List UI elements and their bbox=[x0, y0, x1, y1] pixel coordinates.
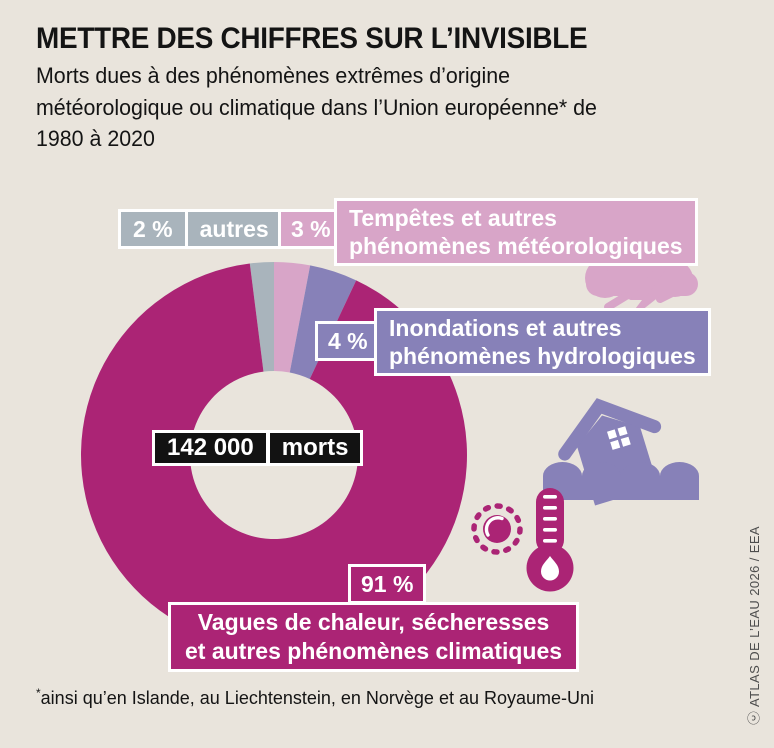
source-credit: ⓒ ATLAS DE L’EAU 2026 / EEA bbox=[745, 526, 764, 724]
subtitle: Morts dues à des phénomènes extrêmes d’o… bbox=[36, 60, 597, 155]
subtitle-line-1: Morts dues à des phénomènes extrêmes d’o… bbox=[36, 63, 511, 88]
subtitle-line-2: météorologique ou climatique dans l’Unio… bbox=[36, 94, 597, 120]
death-count-unit: morts bbox=[269, 433, 361, 463]
vagues-label-line-2: et autres phénomènes climatiques bbox=[185, 638, 563, 664]
legend-inondations: Inondations et autres phénomènes hydrolo… bbox=[374, 308, 711, 376]
sun-icon bbox=[471, 503, 523, 555]
donut-segment-tempetes bbox=[274, 262, 311, 373]
tempetes-label-line-2: phénomènes météorologiques bbox=[349, 233, 683, 259]
vagues-percent-badge: 91 % bbox=[348, 564, 427, 604]
legend-tempetes: Tempêtes et autres phénomènes météorolog… bbox=[334, 198, 698, 266]
page-title: METTRE DES CHIFFRES SUR L’INVISIBLE bbox=[36, 22, 588, 55]
inondations-label-line-2: phénomènes hydrologiques bbox=[389, 343, 696, 369]
source-credit-text: ATLAS DE L’EAU 2026 / EEA bbox=[747, 525, 762, 707]
autres-percent-badge: 2 % bbox=[133, 215, 173, 242]
flooded-house-icon bbox=[543, 398, 699, 506]
legend-autres: 2 % autres bbox=[118, 209, 284, 249]
footnote-text: ainsi qu’en Islande, au Liechtenstein, e… bbox=[40, 688, 595, 708]
autres-label: autres bbox=[184, 212, 281, 246]
vagues-label-line-1: Vagues de chaleur, sécheresses bbox=[197, 609, 550, 635]
donut-segment-autres bbox=[249, 262, 274, 372]
inondations-percent-badge: 4 % bbox=[315, 321, 381, 361]
inondations-label-line-1: Inondations et autres bbox=[389, 315, 622, 341]
donut-center-label: 142 000 morts bbox=[152, 430, 364, 466]
tempetes-percent-badge: 3 % bbox=[278, 209, 344, 249]
legend-vagues: Vagues de chaleur, sécheresses et autres… bbox=[168, 602, 580, 672]
thermometer-icon bbox=[526, 488, 574, 592]
footnote-marker: * bbox=[36, 686, 41, 700]
tempetes-label-line-1: Tempêtes et autres bbox=[349, 205, 557, 231]
cc-license-icon: ⓒ bbox=[747, 710, 762, 724]
footnote: *ainsi qu’en Islande, au Liechtenstein, … bbox=[36, 686, 594, 709]
death-count-value: 142 000 bbox=[155, 433, 266, 463]
subtitle-line-3: 1980 à 2020 bbox=[36, 126, 155, 151]
